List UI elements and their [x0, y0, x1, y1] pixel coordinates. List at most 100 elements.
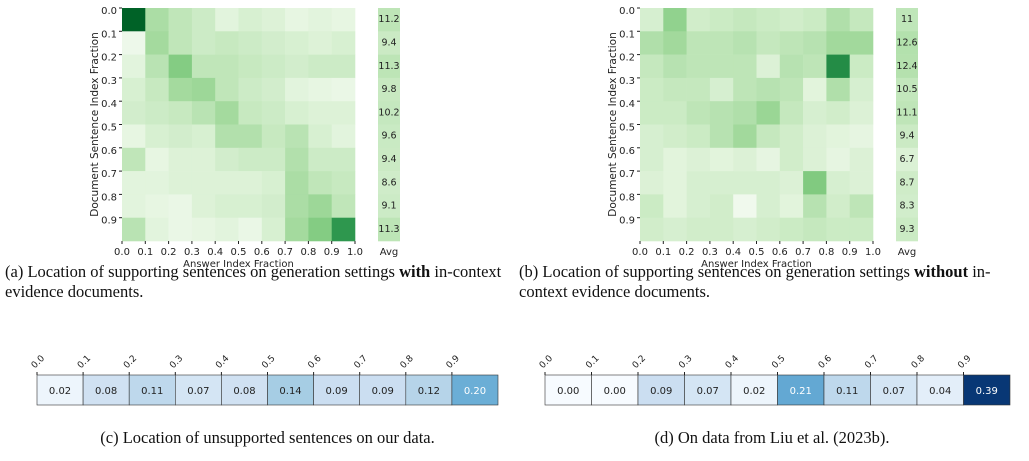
heat-cell [733, 31, 757, 55]
heat-cell [686, 194, 711, 218]
heat-cell [221, 374, 268, 406]
x-tick-label: 0.4 [724, 354, 741, 371]
heat-cell [308, 217, 332, 242]
caption-part: with [399, 262, 431, 281]
avg-value: 6.7 [899, 154, 914, 165]
y-tick-label: 0.7 [619, 169, 635, 180]
heat-cell [709, 77, 734, 102]
heat-cell [826, 124, 850, 149]
y-tick-label: 0.5 [619, 123, 635, 134]
heat-cell [733, 217, 757, 242]
heat-cell [145, 31, 169, 55]
y-tick-label: 0.5 [101, 123, 117, 134]
heat-cell [191, 8, 216, 32]
heat-cell [640, 101, 664, 125]
heat-cell [686, 31, 711, 55]
heat-cell [544, 374, 592, 406]
x-tick-label: 0.4 [207, 247, 223, 258]
heat-cell [175, 374, 222, 406]
heat-cell [191, 31, 216, 55]
avg-cell [378, 147, 400, 172]
heat-cell [122, 217, 146, 242]
y-tick-label: 0.0 [101, 6, 117, 17]
heat-cell [238, 31, 263, 55]
heat-cell [686, 77, 711, 102]
y-tick-label: 0.1 [619, 29, 635, 40]
heat-cell [709, 101, 734, 125]
heat-cell [733, 147, 757, 172]
y-axis-label: Document Sentence Index Fraction [89, 32, 101, 216]
heat-cell [709, 124, 734, 149]
x-tick-label: 1.0 [347, 247, 363, 258]
x-tick-label: 0.6 [817, 354, 834, 371]
x-tick-label: 0.0 [538, 354, 555, 371]
heat-cell [849, 171, 874, 195]
heat-cell [308, 124, 332, 149]
y-tick-label: 0.0 [619, 6, 635, 17]
x-tick-label: 0.2 [631, 354, 648, 371]
y-tick-label: 0.3 [101, 76, 117, 87]
heat-cell [215, 194, 239, 218]
heat-cell [405, 374, 453, 406]
heat-cell [285, 8, 309, 32]
avg-cell [896, 124, 918, 149]
heat-cell [640, 77, 664, 102]
x-tick-label: 0.1 [76, 354, 93, 371]
heat-cell [826, 54, 850, 79]
heat-cell [331, 124, 356, 149]
heat-cell [826, 194, 850, 218]
caption-part: in-context evidence documents. [5, 262, 502, 301]
y-axis-label: Document Sentence Index Fraction [607, 32, 619, 216]
heat-cell [803, 124, 827, 149]
y-tick-label: 0.4 [101, 99, 117, 110]
heat-cell [82, 374, 130, 406]
x-tick-label: 0.3 [168, 354, 185, 371]
heat-cell [663, 217, 687, 242]
heat-cell [122, 8, 146, 32]
heat-cell [191, 171, 216, 195]
heat-cell [145, 147, 169, 172]
value-label: 0.07 [697, 386, 719, 397]
heat-cell [733, 101, 757, 125]
avg-value: 11 [901, 14, 913, 25]
value-label: 0.39 [976, 386, 998, 397]
avg-cell [378, 101, 400, 125]
x-tick-label: 0.9 [445, 354, 462, 371]
x-tick-label: 0.5 [231, 247, 247, 258]
heat-cell [285, 124, 309, 149]
avg-cell [896, 217, 918, 242]
heat-cell [663, 54, 687, 79]
heat-cell [122, 171, 146, 195]
heat-cell [779, 194, 804, 218]
x-tick-label: 0.5 [749, 247, 765, 258]
x-tick-label: 0.4 [725, 247, 741, 258]
avg-cell [378, 77, 400, 102]
heat-cell [191, 147, 216, 172]
heat-cell [733, 171, 757, 195]
value-label: 0.09 [326, 386, 348, 397]
avg-cell [896, 77, 918, 102]
heat-cell [756, 31, 781, 55]
heat-cell [331, 171, 356, 195]
heat-cell [826, 147, 850, 172]
heat-cell [686, 147, 711, 172]
y-tick-label: 0.1 [101, 29, 117, 40]
heat-cell [803, 194, 827, 218]
heat-cell [803, 54, 827, 79]
avg-value: 9.4 [899, 131, 914, 142]
y-tick-label: 0.9 [101, 216, 117, 227]
value-label: 0.21 [790, 386, 812, 397]
avg-value: 12.4 [896, 61, 917, 72]
heat-cell [331, 8, 356, 32]
heat-cell [756, 77, 781, 102]
heat-cell [191, 124, 216, 149]
x-tick-label: 0.0 [114, 247, 130, 258]
heat-cell [709, 217, 734, 242]
avg-cell [378, 124, 400, 149]
heat-cell [261, 54, 286, 79]
heat-cell [663, 147, 687, 172]
heat-cell [215, 124, 239, 149]
heat-cell [640, 8, 664, 32]
heat-cell [285, 171, 309, 195]
heat-cell [308, 171, 332, 195]
